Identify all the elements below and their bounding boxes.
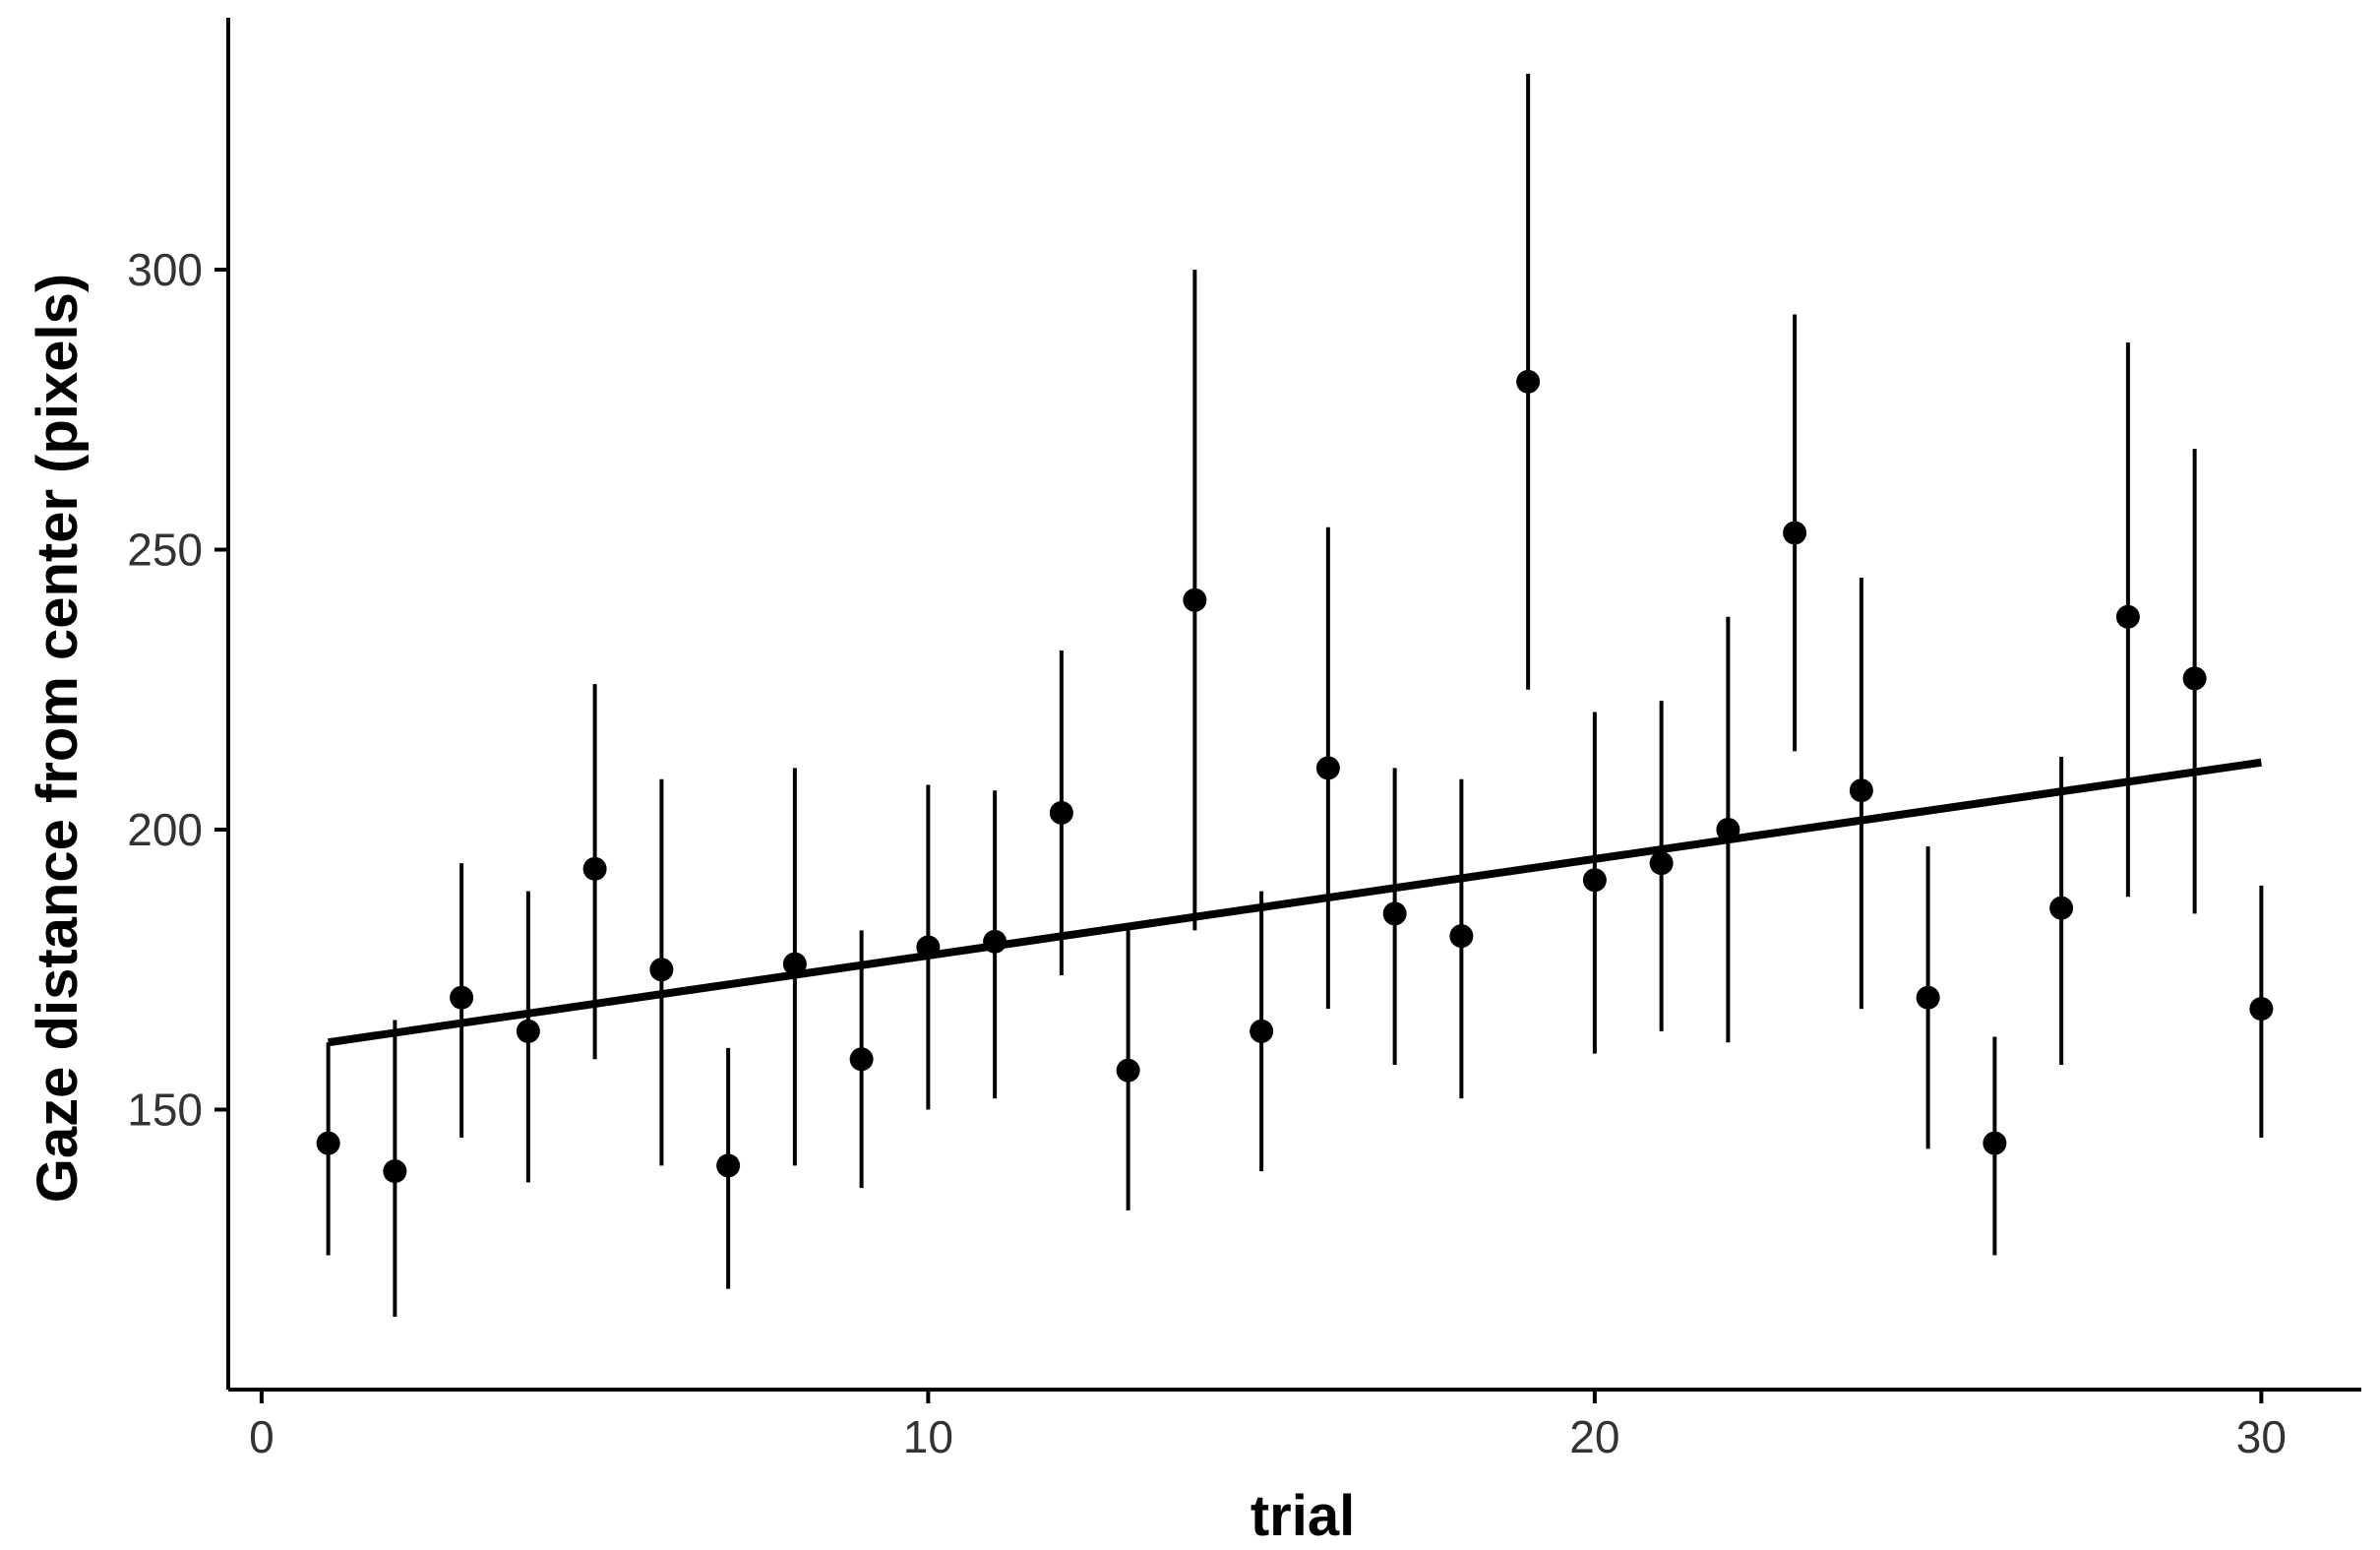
data-point <box>1916 985 1940 1010</box>
data-point <box>1716 818 1740 842</box>
data-point <box>1849 778 1873 803</box>
data-point <box>316 1131 340 1155</box>
x-tick-label: 10 <box>903 1411 953 1462</box>
y-ticks-layer: 150 200 250 300 <box>127 244 228 1136</box>
data-point <box>582 856 607 881</box>
data-point <box>2249 997 2274 1022</box>
data-point <box>1049 800 1073 825</box>
data-point <box>916 935 941 960</box>
data-point <box>1649 851 1674 876</box>
data-point <box>849 1047 874 1072</box>
data-point <box>2115 604 2140 629</box>
errorbars-layer <box>326 73 2264 1318</box>
data-point <box>2049 896 2074 920</box>
points-layer <box>316 369 2274 1184</box>
data-point <box>1582 868 1607 893</box>
data-point <box>1116 1058 1140 1083</box>
data-point <box>383 1159 407 1184</box>
data-point <box>782 952 807 976</box>
y-axis-title: Gaze distance from center (pixels) <box>26 274 90 1203</box>
x-axis-title: trial <box>1251 1484 1355 1548</box>
x-ticks-layer: 0 10 20 30 <box>249 1390 2287 1462</box>
data-point <box>450 985 474 1010</box>
axes-layer <box>226 18 2361 1392</box>
data-point <box>1449 924 1474 949</box>
data-point <box>1250 1019 1274 1043</box>
x-tick-label: 20 <box>1569 1411 1619 1462</box>
data-point <box>1315 756 1340 780</box>
y-tick-label: 250 <box>127 525 203 576</box>
y-tick-label: 200 <box>127 804 203 855</box>
x-tick-label: 0 <box>249 1411 275 1462</box>
y-tick-label: 300 <box>127 244 203 295</box>
trend-line <box>328 758 2262 1047</box>
data-point <box>716 1153 741 1178</box>
trendline-layer <box>328 758 2262 1047</box>
data-point <box>1516 369 1541 394</box>
data-point <box>1983 1131 2007 1155</box>
data-point <box>516 1019 540 1043</box>
data-point <box>1183 588 1207 612</box>
y-tick-label: 150 <box>127 1085 203 1136</box>
data-point <box>983 929 1007 954</box>
data-point <box>1783 521 1807 545</box>
x-tick-label: 30 <box>2236 1411 2287 1462</box>
data-point <box>649 958 674 982</box>
data-point <box>2182 666 2207 691</box>
data-point <box>1382 901 1407 926</box>
